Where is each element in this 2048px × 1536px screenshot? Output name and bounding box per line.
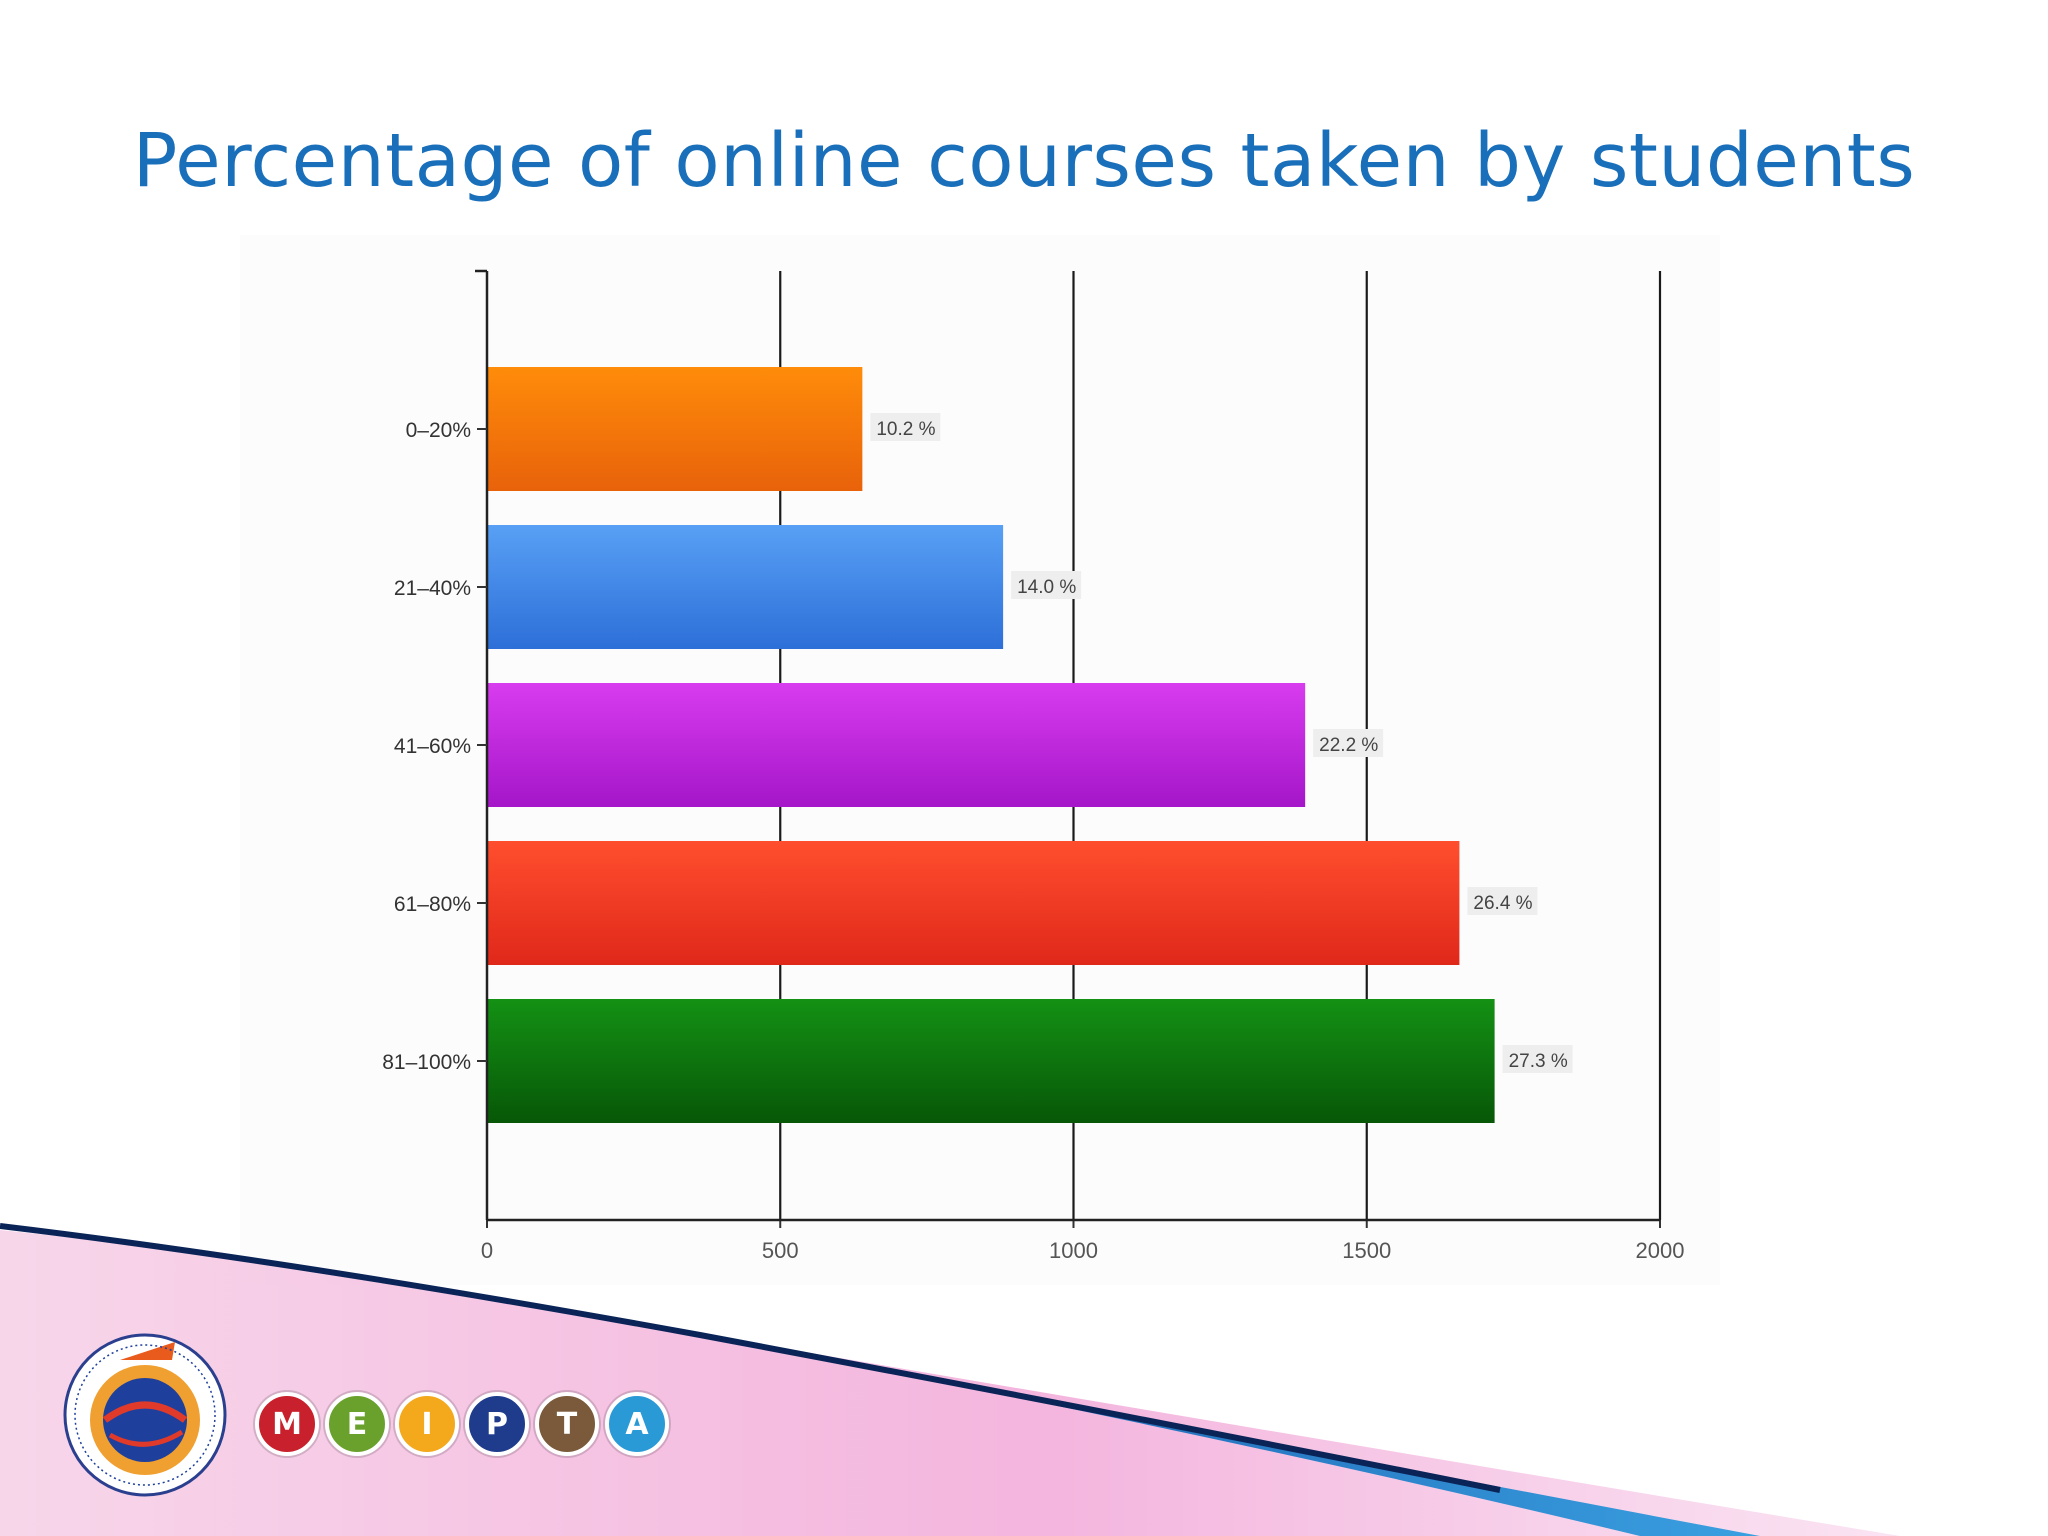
bar-chart: 0 500 1000 1500 2000 0–20% 10.2 % 21–40% 14.0 % 4… [382, 269, 1685, 1263]
bar [487, 525, 1004, 649]
ministry-crest-logo [63, 1333, 227, 1497]
category-label: 61–80% [394, 893, 471, 916]
category-label: 41–60% [394, 735, 471, 758]
data-label-bg [870, 413, 941, 441]
category-label: 81–100% [382, 1051, 471, 1074]
x-tick-label: 2000 [1636, 1238, 1685, 1263]
bar [487, 999, 1495, 1123]
data-label: 10.2 % [876, 419, 935, 440]
data-label: 22.2 % [1319, 735, 1378, 756]
data-label-bg [1467, 887, 1538, 915]
chart-panel: 0 500 1000 1500 2000 0–20% 10.2 % 21–40% 14.0 % 4… [240, 235, 1720, 1285]
data-label: 27.3 % [1509, 1051, 1568, 1072]
bar [487, 683, 1306, 807]
x-tick-label: 500 [762, 1238, 799, 1263]
data-label-bg [1502, 1045, 1573, 1073]
logo-letter: T [535, 1392, 599, 1456]
data-label: 26.4 % [1473, 893, 1532, 914]
data-label-bg [1313, 729, 1384, 757]
bar [487, 841, 1460, 965]
logo-letter: I [395, 1392, 459, 1456]
x-tick-label: 0 [481, 1238, 493, 1263]
logo-letter: M [255, 1392, 319, 1456]
x-tick-label: 1500 [1342, 1238, 1391, 1263]
x-tick-label: 1000 [1049, 1238, 1098, 1263]
data-label-bg [1011, 571, 1082, 599]
category-label: 21–40% [394, 577, 471, 600]
logo-letter: E [325, 1392, 389, 1456]
logo-letter: P [465, 1392, 529, 1456]
data-label: 14.0 % [1017, 577, 1076, 598]
bar [487, 367, 863, 491]
logo-letter: A [605, 1392, 669, 1456]
slide-title: Percentage of online courses taken by st… [132, 118, 1916, 204]
category-label: 0–20% [406, 419, 471, 442]
